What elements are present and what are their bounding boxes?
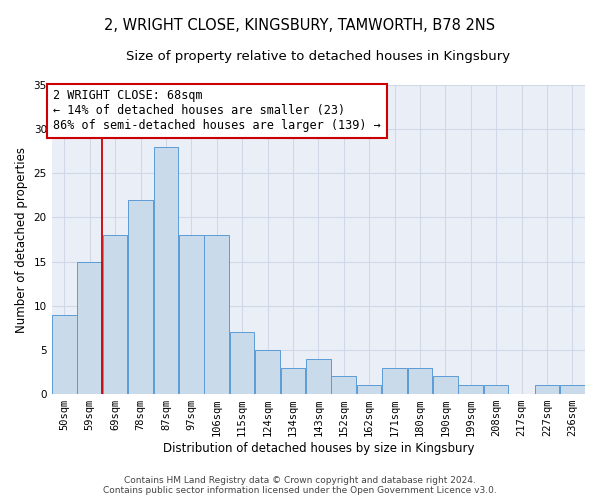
Bar — [357, 386, 382, 394]
Bar — [255, 350, 280, 394]
Bar — [52, 314, 77, 394]
Bar — [484, 386, 508, 394]
Y-axis label: Number of detached properties: Number of detached properties — [15, 146, 28, 332]
Bar — [458, 386, 483, 394]
Title: Size of property relative to detached houses in Kingsbury: Size of property relative to detached ho… — [126, 50, 511, 63]
Bar — [205, 235, 229, 394]
Bar — [230, 332, 254, 394]
Bar — [382, 368, 407, 394]
Bar — [128, 200, 153, 394]
Bar — [281, 368, 305, 394]
X-axis label: Distribution of detached houses by size in Kingsbury: Distribution of detached houses by size … — [163, 442, 474, 455]
Bar — [331, 376, 356, 394]
Bar — [560, 386, 584, 394]
Text: 2, WRIGHT CLOSE, KINGSBURY, TAMWORTH, B78 2NS: 2, WRIGHT CLOSE, KINGSBURY, TAMWORTH, B7… — [104, 18, 496, 32]
Bar — [306, 359, 331, 394]
Bar — [154, 147, 178, 394]
Bar — [407, 368, 432, 394]
Text: 2 WRIGHT CLOSE: 68sqm
← 14% of detached houses are smaller (23)
86% of semi-deta: 2 WRIGHT CLOSE: 68sqm ← 14% of detached … — [53, 90, 380, 132]
Bar — [103, 235, 127, 394]
Bar — [77, 262, 102, 394]
Bar — [433, 376, 458, 394]
Text: Contains HM Land Registry data © Crown copyright and database right 2024.
Contai: Contains HM Land Registry data © Crown c… — [103, 476, 497, 495]
Bar — [535, 386, 559, 394]
Bar — [179, 235, 203, 394]
